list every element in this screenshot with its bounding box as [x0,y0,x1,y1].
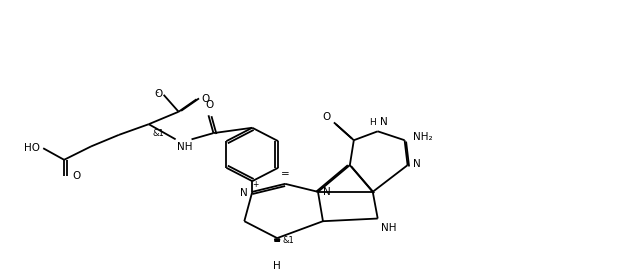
Text: O: O [323,112,331,122]
Text: +: + [252,180,259,189]
Polygon shape [274,239,279,256]
Text: &1: &1 [153,129,165,138]
Text: N: N [323,187,331,197]
Text: ·: · [156,87,160,100]
Text: NH: NH [176,142,192,152]
Text: N: N [413,159,420,169]
Text: N: N [239,188,247,198]
Text: HO: HO [24,143,40,153]
Text: O: O [202,94,210,104]
Text: H: H [273,261,281,270]
Text: NH₂: NH₂ [413,132,432,142]
Text: O: O [205,100,214,110]
Text: O: O [72,171,80,181]
Text: &1: &1 [282,236,294,245]
Text: =: = [281,169,290,179]
Text: N: N [380,117,387,127]
Text: O: O [154,89,163,99]
Text: H: H [369,118,376,127]
Text: NH: NH [381,223,396,233]
